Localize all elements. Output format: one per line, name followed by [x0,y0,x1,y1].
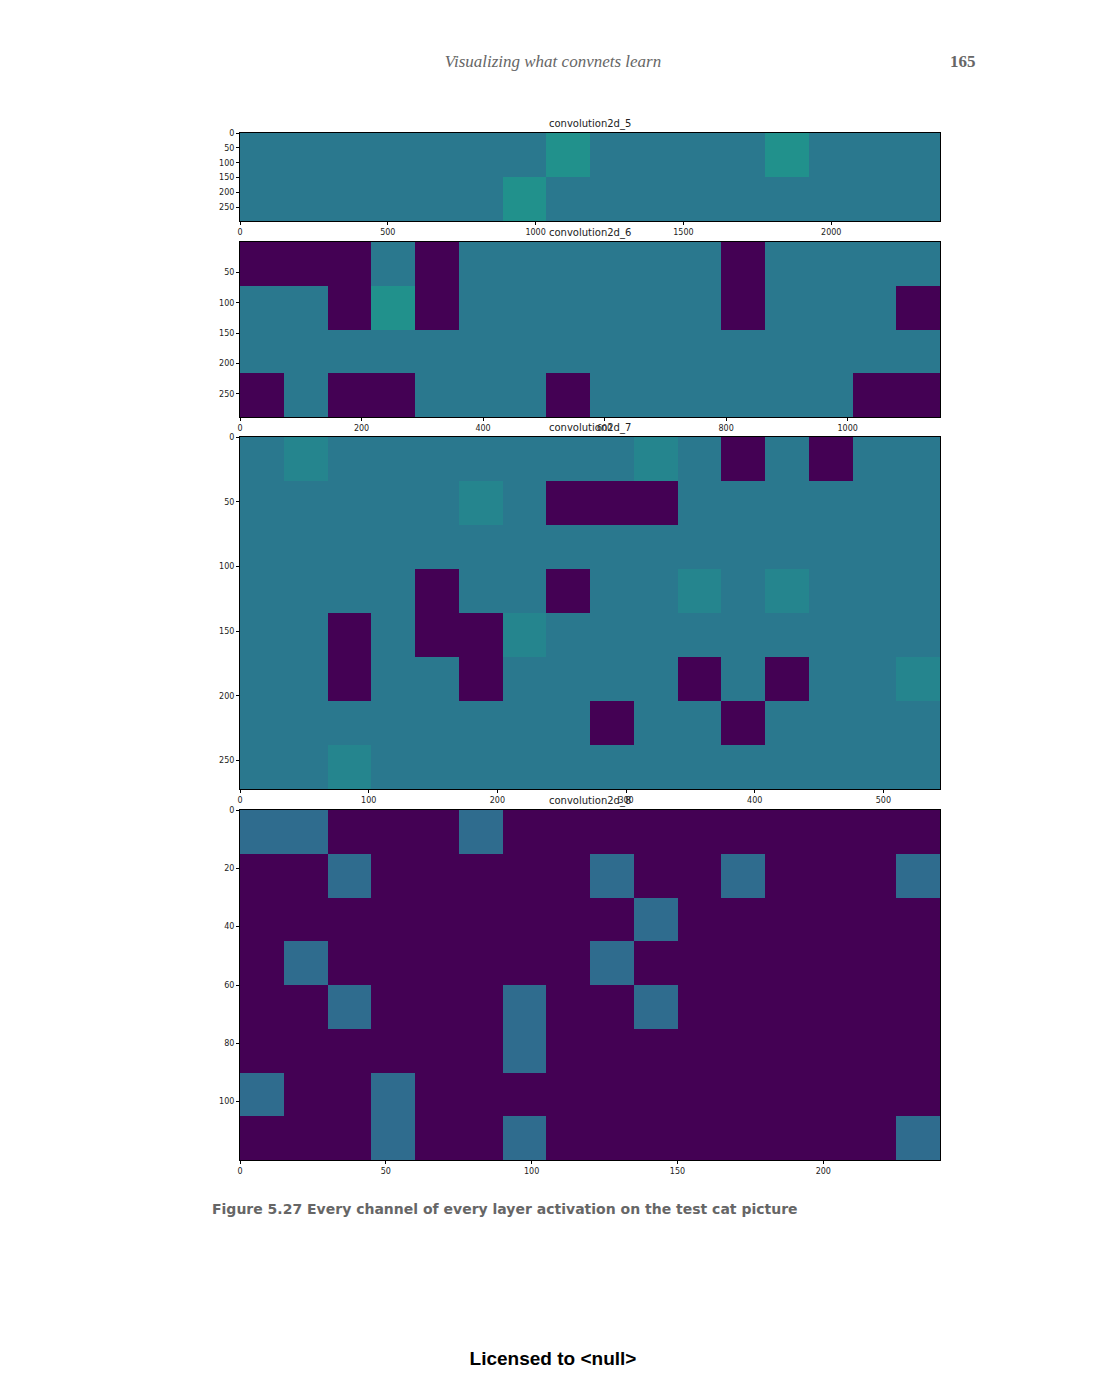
svg-text:200: 200 [219,692,234,701]
svg-text:40: 40 [224,922,234,931]
svg-text:0: 0 [237,1167,242,1176]
svg-text:100: 100 [219,562,234,571]
svg-text:convolution2d_6: convolution2d_6 [549,227,631,239]
svg-text:400: 400 [475,424,490,433]
svg-text:400: 400 [747,796,762,805]
svg-text:convolution2d_8: convolution2d_8 [549,795,631,807]
svg-text:200: 200 [219,188,234,197]
svg-text:600: 600 [597,424,612,433]
svg-text:0: 0 [229,433,234,442]
html-text:Visualizing what convnets lear: Visualizing what convnets learn [444,52,662,71]
html-text:Figure 5.27 Every channel of e: Figure 5.27 Every channel of every layer… [212,1201,798,1217]
svg-text:100: 100 [361,796,376,805]
svg-text:0: 0 [229,806,234,815]
svg-text:150: 150 [219,173,234,182]
svg-text:50: 50 [381,1167,391,1176]
svg-text:200: 200 [219,359,234,368]
svg-text:250: 250 [219,390,234,399]
html-text:165: 165 [950,52,976,71]
svg-text:50: 50 [224,498,234,507]
svg-text:1000: 1000 [525,228,545,237]
svg-text:80: 80 [224,1039,234,1048]
svg-text:100: 100 [219,159,234,168]
svg-text:100: 100 [524,1167,539,1176]
svg-text:250: 250 [219,756,234,765]
svg-text:150: 150 [219,329,234,338]
svg-text:500: 500 [876,796,891,805]
svg-text:0: 0 [229,129,234,138]
svg-text:300: 300 [618,796,633,805]
svg-text:500: 500 [380,228,395,237]
svg-text:150: 150 [219,627,234,636]
svg-text:200: 200 [354,424,369,433]
svg-text:250: 250 [219,203,234,212]
svg-text:1000: 1000 [837,424,857,433]
svg-text:1500: 1500 [673,228,693,237]
svg-text:800: 800 [718,424,733,433]
svg-text:150: 150 [670,1167,685,1176]
svg-text:100: 100 [219,1097,234,1106]
svg-text:0: 0 [237,228,242,237]
svg-text:convolution2d_5: convolution2d_5 [549,118,631,130]
svg-text:100: 100 [219,299,234,308]
svg-text:60: 60 [224,981,234,990]
svg-text:0: 0 [237,796,242,805]
html-text:Licensed to <null>: Licensed to <null> [469,1348,637,1369]
svg-text:200: 200 [816,1167,831,1176]
svg-text:0: 0 [237,424,242,433]
svg-text:20: 20 [224,864,234,873]
svg-text:200: 200 [490,796,505,805]
svg-text:2000: 2000 [821,228,841,237]
svg-text:50: 50 [224,268,234,277]
svg-text:convolution2d_7: convolution2d_7 [549,422,631,434]
svg-text:50: 50 [224,144,234,153]
